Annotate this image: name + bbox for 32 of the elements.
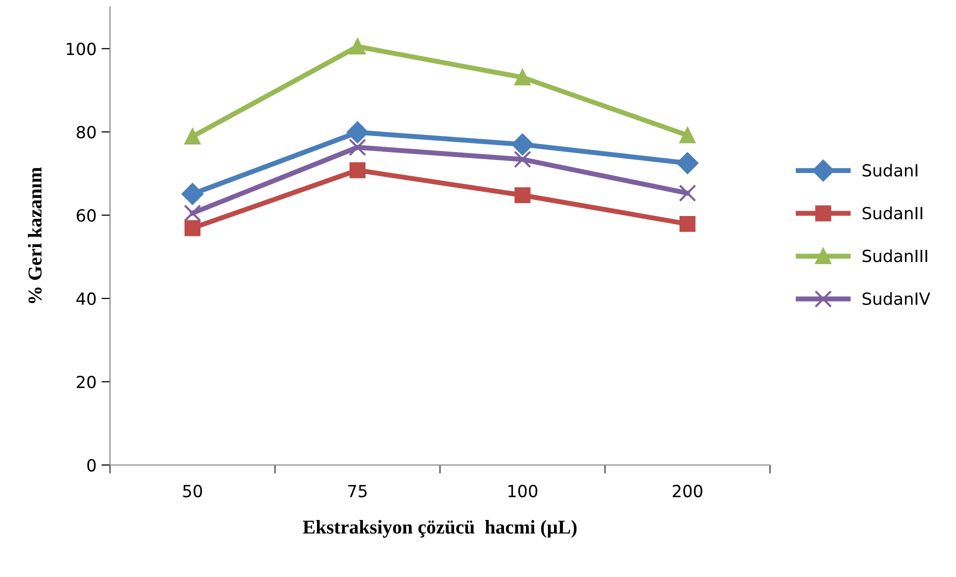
y-axis-title: % Geri kazanım	[28, 167, 42, 304]
y-tick-label: 20	[76, 376, 96, 388]
point	[350, 38, 366, 55]
x-tick-label: 75	[348, 484, 367, 498]
y-tick-label: 80	[76, 126, 96, 138]
point	[182, 183, 204, 205]
point	[514, 150, 532, 168]
x-tick-label: 100	[508, 484, 538, 498]
point	[184, 220, 200, 236]
y-tick-label: 40	[76, 292, 96, 306]
point	[680, 127, 696, 144]
legend-label: SudanII	[862, 206, 922, 220]
point	[348, 138, 366, 156]
x-axis-title: Ekstraksiyon çözücü hacmi (µL)	[302, 520, 577, 538]
y-tick-label: 60	[76, 209, 96, 222]
point	[184, 204, 202, 222]
y-tick-label: 100	[66, 42, 96, 56]
point	[678, 184, 696, 202]
point	[514, 69, 530, 86]
point	[514, 187, 530, 204]
legend-label: SudanIII	[862, 249, 928, 262]
point	[676, 152, 698, 174]
point	[346, 121, 368, 144]
point	[680, 216, 696, 232]
legend-label: SudanI	[862, 164, 918, 177]
x-tick-label: 50	[183, 484, 202, 498]
point	[184, 128, 200, 144]
x-tick-label: 200	[672, 484, 702, 498]
point	[350, 162, 366, 178]
y-tick-label: 0	[87, 458, 96, 472]
point	[512, 134, 534, 156]
legend-label: SudanIV	[862, 292, 930, 306]
